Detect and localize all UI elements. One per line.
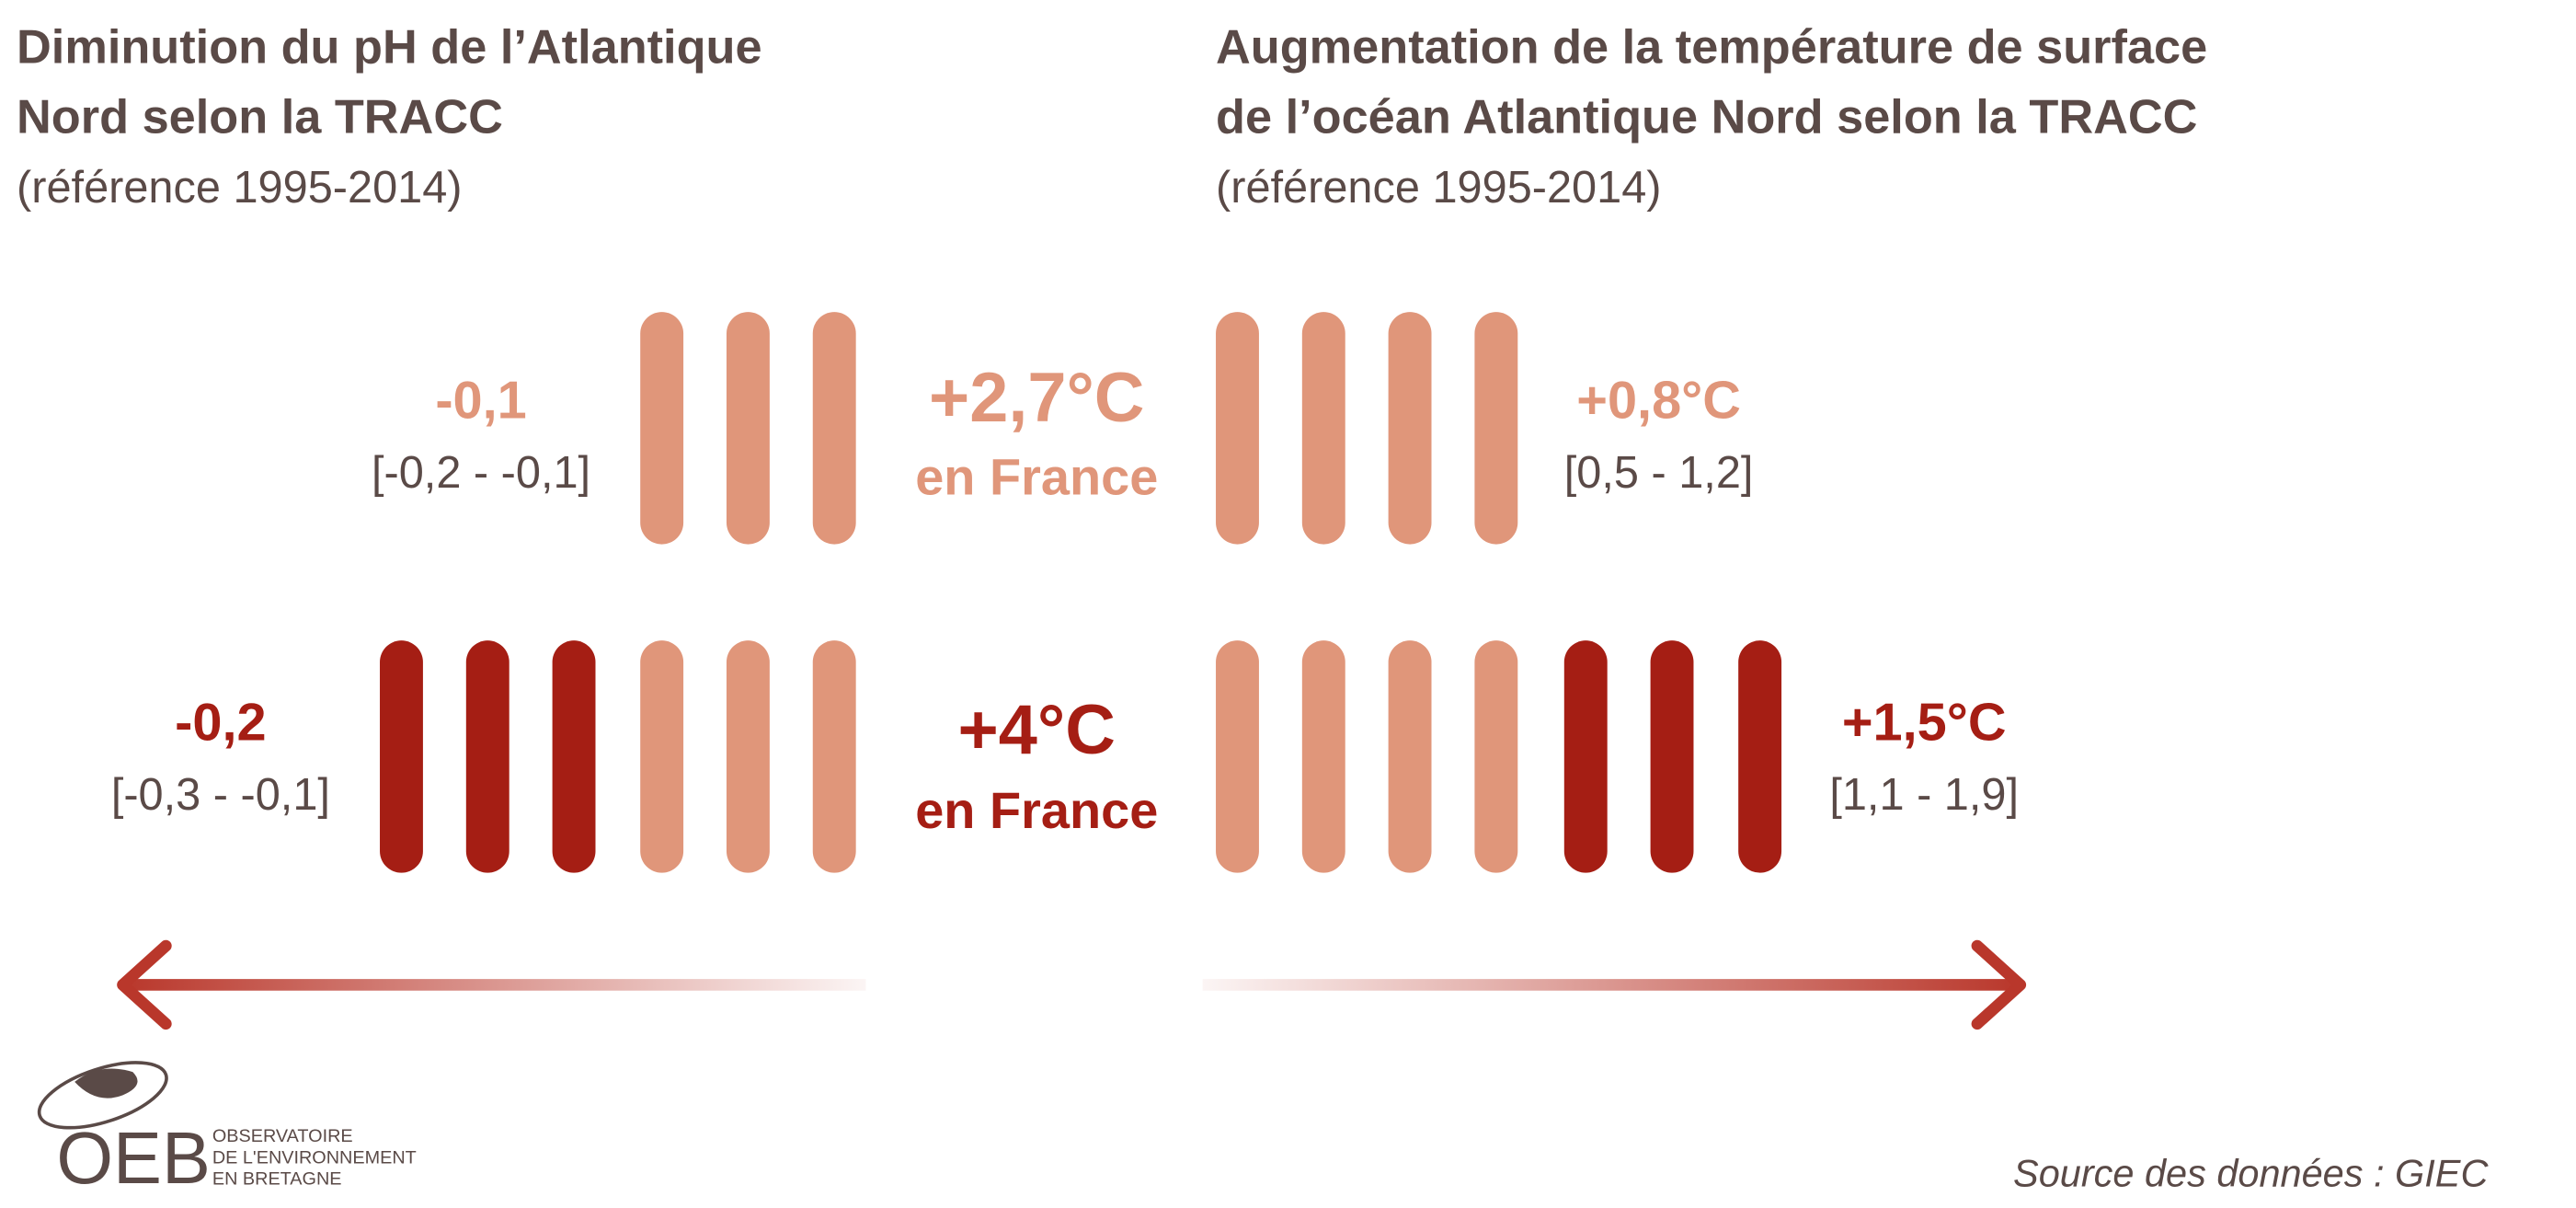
- bar: [552, 640, 596, 873]
- logo-letters: OEB: [56, 1117, 211, 1199]
- arrow-head: [117, 939, 172, 1030]
- bar: [1388, 640, 1432, 873]
- bar: [1216, 640, 1259, 873]
- bar: [1301, 312, 1345, 545]
- sst-value: +1,5°C: [1842, 693, 2007, 752]
- scenario-value: +4°C: [958, 691, 1116, 769]
- bar: [640, 640, 684, 873]
- right-title: de l’océan Atlantique Nord selon la TRAC…: [1216, 90, 2197, 144]
- bar: [1563, 640, 1608, 873]
- bar: [812, 312, 856, 545]
- bar: [465, 640, 509, 873]
- logo-text: OBSERVATOIRE: [212, 1126, 353, 1146]
- arrow-head: [1971, 939, 2027, 1030]
- logo-swoosh: [37, 1061, 168, 1130]
- ph-value: -0,2: [175, 693, 266, 752]
- left-arrow: [117, 939, 866, 1030]
- left-title: Nord selon la TRACC: [17, 90, 503, 144]
- bar: [726, 312, 770, 545]
- bar: [1738, 640, 1782, 873]
- sst-range: [0,5 - 1,2]: [1564, 448, 1754, 498]
- bar: [1650, 640, 1694, 873]
- bar: [726, 640, 770, 873]
- logo-text: EN BRETAGNE: [212, 1169, 342, 1190]
- logo: OEB OBSERVATOIRE DE L'ENVIRONNEMENT EN B…: [37, 1061, 417, 1199]
- scenario-label: en France: [915, 781, 1158, 839]
- left-subtitle: (référence 1995-2014): [17, 163, 462, 213]
- bars: [380, 312, 1782, 873]
- bar: [1474, 640, 1518, 873]
- right-arrow: [1202, 939, 2027, 1030]
- right-title: Augmentation de la température de surfac…: [1216, 21, 2207, 75]
- ph-range: [-0,2 - -0,1]: [372, 448, 590, 498]
- scenario-label: en France: [915, 447, 1158, 505]
- source: Source des données : GIEC: [2013, 1152, 2489, 1195]
- ph-value: -0,1: [435, 372, 526, 431]
- logo-map: [74, 1068, 138, 1099]
- left-title: Diminution du pH de l’Atlantique: [17, 21, 762, 75]
- bar: [812, 640, 856, 873]
- right-subtitle: (référence 1995-2014): [1216, 163, 1661, 213]
- bar: [380, 640, 423, 873]
- bar: [640, 312, 684, 545]
- sst-value: +0,8°C: [1576, 372, 1741, 431]
- sst-range: [1,1 - 1,9]: [1829, 770, 2019, 820]
- bar: [1474, 312, 1518, 545]
- ph-range: [-0,3 - -0,1]: [111, 770, 330, 820]
- scenario-value: +2,7°C: [929, 359, 1145, 437]
- arrow-shaft: [1202, 979, 2021, 991]
- arrow-shaft: [122, 979, 866, 991]
- bar: [1301, 640, 1345, 873]
- bar: [1388, 312, 1432, 545]
- bar: [1216, 312, 1259, 545]
- logo-text: DE L'ENVIRONNEMENT: [212, 1147, 417, 1168]
